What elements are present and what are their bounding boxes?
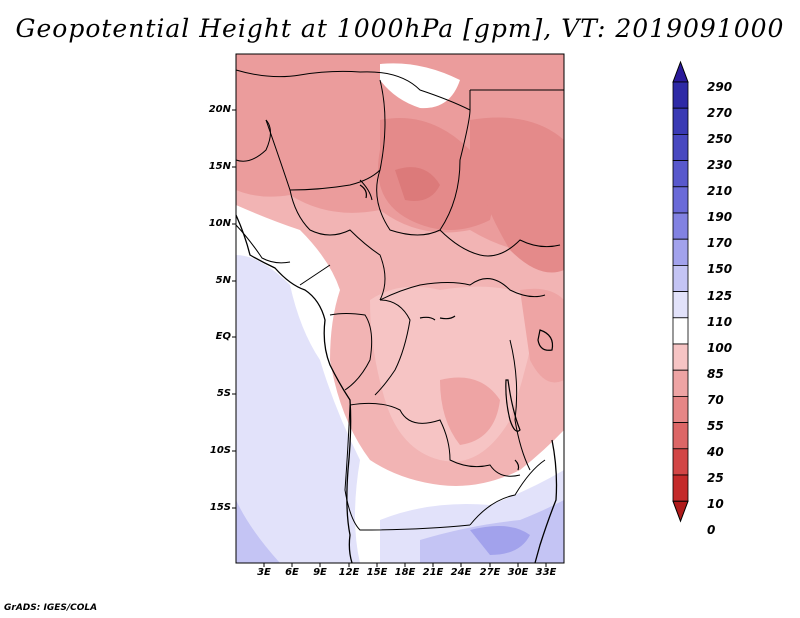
colorbar-label: 100 — [707, 341, 733, 355]
colorbar-segment — [672, 474, 689, 502]
colorbar-top-arrow — [672, 60, 689, 83]
y-label-5s: 5S — [216, 388, 231, 399]
colorbar-segment — [672, 160, 689, 188]
y-label-20n: 20N — [208, 104, 231, 115]
colorbar-label: 10 — [707, 497, 724, 511]
colorbar-label: 70 — [707, 393, 724, 407]
grads-credit: GrADS: IGES/COLA — [4, 603, 98, 613]
country-borders — [235, 69, 564, 531]
x-label-18e: 18E — [394, 567, 416, 578]
x-label-27e: 27E — [479, 567, 501, 578]
colorbar-segment — [672, 343, 689, 371]
y-label-15s: 15S — [209, 502, 231, 513]
colorbar-segment — [672, 81, 689, 109]
colorbar-segment — [672, 212, 689, 240]
colorbar-segment — [672, 395, 689, 423]
colorbar-segment — [672, 422, 689, 450]
x-label-3e: 3E — [257, 567, 271, 578]
y-label-15n: 15N — [208, 161, 231, 172]
colorbar-label: 125 — [707, 289, 733, 303]
colorbar-label: 190 — [707, 210, 733, 224]
x-label-33e: 33E — [535, 567, 557, 578]
colorbar-label: 250 — [707, 132, 733, 146]
x-axis-ticks — [263, 563, 547, 567]
y-label-eq: EQ — [215, 331, 231, 342]
colorbar-bottom-arrow — [672, 500, 689, 523]
colorbar-label: 40 — [707, 445, 724, 459]
colorbar-segment — [672, 317, 689, 345]
x-label-24e: 24E — [450, 567, 472, 578]
colorbar-segment — [672, 238, 689, 266]
y-label-10s: 10S — [209, 445, 231, 456]
x-label-15e: 15E — [366, 567, 388, 578]
lakes — [359, 184, 554, 471]
colorbar-label: 230 — [707, 158, 733, 172]
map-frame — [235, 53, 565, 564]
x-label-12e: 12E — [338, 567, 360, 578]
colorbar-label: 85 — [707, 367, 724, 381]
colorbar-label: 270 — [707, 106, 733, 120]
colorbar-segment — [672, 291, 689, 319]
colorbar-label: 0 — [707, 523, 716, 537]
colorbar-segment — [672, 369, 689, 397]
y-axis-ticks — [232, 109, 236, 509]
colorbar-label: 290 — [707, 80, 733, 94]
east-coast — [534, 439, 558, 564]
y-label-10n: 10N — [208, 218, 231, 229]
x-label-30e: 30E — [507, 567, 529, 578]
y-label-5n: 5N — [215, 275, 231, 286]
height-field — [236, 54, 564, 563]
colorbar-segment — [672, 448, 689, 476]
colorbar-segment — [672, 186, 689, 214]
colorbar-label: 110 — [707, 315, 733, 329]
colorbar-label: 25 — [707, 471, 724, 485]
colorbar — [672, 60, 689, 523]
colorbar-segment — [672, 133, 689, 161]
x-label-21e: 21E — [422, 567, 444, 578]
x-label-9e: 9E — [313, 567, 327, 578]
colorbar-label: 170 — [707, 236, 733, 250]
colorbar-segment — [672, 264, 689, 292]
colorbar-label: 55 — [707, 419, 724, 433]
coastline — [235, 214, 353, 564]
map-title: Geopotential Height at 1000hPa [gpm], VT… — [15, 14, 785, 43]
colorbar-label: 150 — [707, 262, 733, 276]
colorbar-segment — [672, 107, 689, 135]
colorbar-label: 210 — [707, 184, 733, 198]
x-label-6e: 6E — [285, 567, 299, 578]
